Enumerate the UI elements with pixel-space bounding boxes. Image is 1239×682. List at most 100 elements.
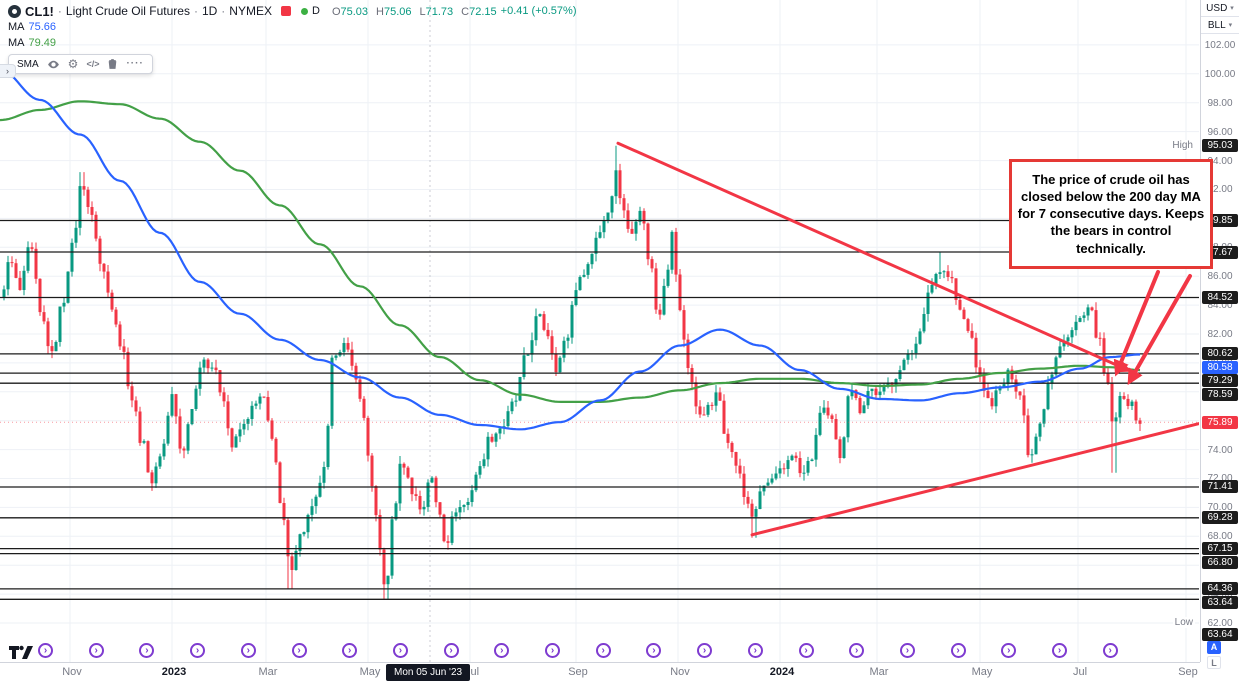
indicator-toolbar: SMA ⚙ </> ···· [8, 54, 153, 74]
level-price-badge: 71.41 [1202, 480, 1238, 494]
high-label: High [1170, 140, 1195, 151]
price-tick-label: 74.00 [1207, 444, 1233, 456]
jump-marker-icon[interactable]: › [1102, 643, 1118, 658]
price-tick-label: 62.00 [1207, 617, 1233, 629]
interval-label[interactable]: 1D [201, 4, 218, 18]
ma-label: MA [8, 21, 25, 33]
symbol-description: Light Crude Oil Futures [65, 4, 190, 18]
trendline [616, 141, 1132, 373]
tradingview-logo[interactable] [8, 645, 34, 665]
ma-fast-value: 75.66 [28, 21, 57, 33]
price-tick-label: 68.00 [1207, 531, 1233, 543]
time-markers-row: › › › › › › › › › › › › › › › › › › › › › › [0, 643, 1199, 661]
time-axis-label: May [359, 666, 381, 678]
gridlines [0, 0, 1199, 662]
price-chart[interactable] [0, 0, 1199, 662]
jump-marker-icon[interactable]: › [342, 643, 358, 658]
price-tick-label: 96.00 [1207, 126, 1233, 138]
market-status-icon [300, 7, 308, 15]
annotation-callout[interactable]: The price of crude oil has closed below … [1009, 159, 1213, 269]
ma-slow-value: 79.49 [28, 37, 57, 49]
source-code-icon[interactable]: </> [86, 58, 100, 69]
chart-legend: CL1! · Light Crude Oil Futures · 1D · NY… [8, 3, 577, 74]
jump-marker-icon[interactable]: › [849, 643, 865, 658]
date-tooltip: Mon 05 Jun '23 [386, 664, 471, 681]
ma-200-line [0, 100, 1141, 403]
close-value: 72.15 [469, 6, 497, 18]
jump-marker-icon[interactable]: › [88, 643, 104, 658]
indicator-row-ma-fast[interactable]: MA 75.66 [8, 19, 577, 35]
jump-marker-icon[interactable]: › [798, 643, 814, 658]
jump-marker-icon[interactable]: › [697, 643, 713, 658]
time-axis-label: May [971, 666, 993, 678]
price-axis[interactable]: USD ▾ BLL ▾ 62.0064.0066.0068.0070.0072.… [1200, 0, 1239, 662]
price-tick-label: 100.00 [1204, 68, 1236, 80]
time-axis-label: 2024 [769, 666, 795, 678]
open-value: 75.03 [340, 6, 369, 18]
time-axis-label: Nov [670, 666, 690, 678]
jump-marker-icon[interactable]: › [1001, 643, 1017, 658]
separator: · [57, 4, 62, 18]
jump-marker-icon[interactable]: › [494, 643, 510, 658]
symbol-name[interactable]: CL1! [25, 3, 54, 19]
level-price-badge: 64.36 [1202, 582, 1238, 596]
log-scale-button[interactable]: L [1207, 656, 1221, 669]
price-tick-label: 84.00 [1207, 300, 1233, 312]
horizontal-levels [0, 219, 1199, 600]
time-axis-label: 2023 [161, 666, 187, 678]
low-label-ohlc: L [419, 6, 426, 18]
jump-marker-icon[interactable]: › [291, 643, 307, 658]
price-tick-label: 102.00 [1204, 39, 1236, 51]
separator: · [221, 4, 226, 18]
level-price-badge: 79.29 [1202, 374, 1238, 388]
level-price-badge: 66.80 [1202, 555, 1238, 569]
price-tick-label: 86.00 [1207, 271, 1233, 283]
jump-marker-icon[interactable]: › [747, 643, 763, 658]
high-value: 75.06 [383, 6, 412, 18]
jump-marker-icon[interactable]: › [595, 643, 611, 658]
time-axis-label: Jul [1072, 666, 1088, 678]
price-tick-label: 94.00 [1207, 155, 1233, 167]
jump-marker-icon[interactable]: › [139, 643, 155, 658]
jump-marker-icon[interactable]: › [38, 643, 53, 658]
data-mode-label: D [311, 5, 320, 17]
jump-marker-icon[interactable]: › [1052, 643, 1067, 658]
delayed-data-icon[interactable] [280, 6, 291, 16]
price-tick-label: 92.00 [1207, 184, 1233, 196]
chevron-down-icon: ▾ [1230, 5, 1234, 12]
last-price-badge: 75.89 [1202, 415, 1238, 429]
change-value: +0.41 (+0.57%) [500, 5, 577, 17]
high-label-ohlc: H [376, 6, 384, 18]
expand-toolbar-tab[interactable]: › [0, 64, 16, 78]
sma-label: SMA [17, 58, 39, 70]
jump-marker-icon[interactable]: › [545, 643, 560, 658]
price-tick-label: 82.00 [1207, 328, 1233, 340]
jump-marker-icon[interactable]: › [443, 643, 459, 658]
unit-selector[interactable]: BLL ▾ [1201, 17, 1239, 34]
settings-icon[interactable]: ⚙ [67, 57, 79, 71]
jump-marker-icon[interactable]: › [190, 643, 206, 658]
trash-icon[interactable] [107, 58, 118, 70]
price-tick-label: 72.00 [1207, 473, 1233, 485]
jump-marker-icon[interactable]: › [240, 643, 256, 658]
low-label: Low [1172, 617, 1195, 628]
chevron-down-icon: ▾ [1228, 22, 1233, 29]
ma-price-badge: 80.58 [1202, 360, 1238, 374]
jump-marker-icon[interactable]: › [950, 643, 966, 658]
jump-marker-icon[interactable]: › [646, 643, 662, 658]
jump-marker-icon[interactable]: › [392, 643, 408, 658]
auto-scale-button[interactable]: A [1207, 641, 1221, 654]
open-label: O [331, 6, 341, 18]
currency-selector[interactable]: USD ▾ [1201, 0, 1239, 17]
callout-arrow [1113, 270, 1160, 377]
time-axis-label: Mar [869, 666, 889, 678]
separator: · [193, 4, 198, 18]
jump-marker-icon[interactable]: › [899, 643, 915, 658]
more-options-icon[interactable]: ···· [126, 58, 144, 69]
level-price-badge: 67.15 [1202, 542, 1238, 556]
time-axis[interactable]: Mon 05 Jun '23 Nov 2023 Mar May Jul Sep Nov 202… [0, 662, 1200, 682]
eye-icon[interactable] [47, 59, 60, 70]
level-price-badge: 84.52 [1202, 291, 1238, 305]
indicator-row-ma-slow[interactable]: MA 79.49 [8, 35, 577, 51]
high-price-badge: 95.03 [1202, 139, 1238, 153]
